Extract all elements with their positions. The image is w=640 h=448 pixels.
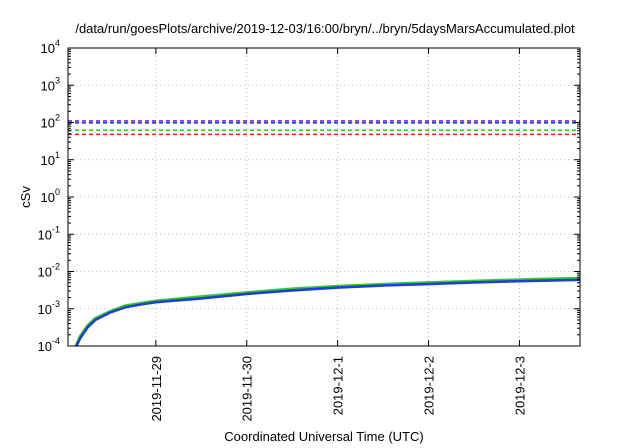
y-tick-label: 103 (41, 75, 60, 93)
y-tick-label: 10-1 (38, 224, 60, 242)
series-lines (74, 276, 581, 347)
x-tick-label: 2019-12-1 (331, 356, 346, 415)
y-axis-label: cSv (18, 186, 33, 208)
chart-title: /data/run/goesPlots/archive/2019-12-03/1… (75, 21, 575, 36)
y-tick-label: 102 (41, 113, 60, 131)
x-tick-label: 2019-12-2 (422, 356, 437, 415)
x-axis-label: Coordinated Universal Time (UTC) (224, 429, 423, 444)
x-axis: 2019-11-29 2019-11-30 2019-12-1 2019-12-2 20… (149, 48, 527, 422)
y-tick-label: 10-2 (38, 262, 60, 280)
x-tick-label: 2019-12-3 (512, 356, 527, 415)
x-tick-label: 2019-11-29 (149, 356, 164, 422)
y-tick-label: 104 (41, 38, 60, 56)
y-tick-label: 10-3 (38, 299, 60, 317)
reference-lines (68, 120, 580, 136)
x-tick-label: 2019-11-30 (240, 356, 255, 422)
y-tick-label: 101 (41, 150, 60, 168)
series-line (75, 278, 581, 347)
y-tick-label: 100 (41, 187, 60, 205)
y-tick-label: 10-4 (38, 336, 60, 354)
